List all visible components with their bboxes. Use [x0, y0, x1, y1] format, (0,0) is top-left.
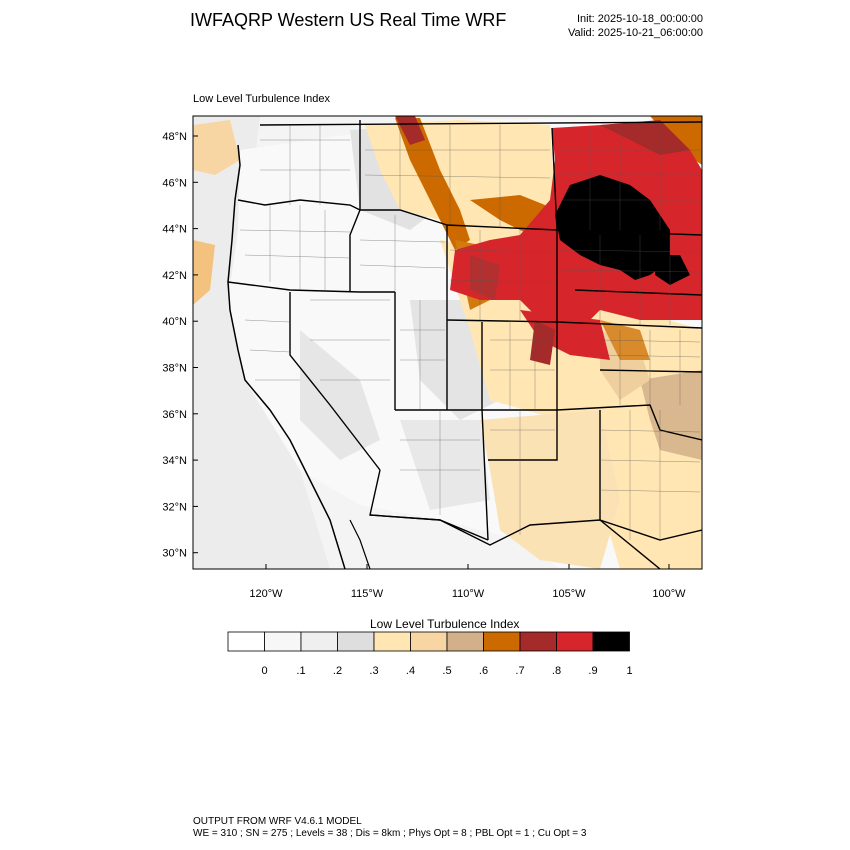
colorbar-tick-label: .7: [515, 665, 524, 677]
lat-tick-label: 42°N: [162, 270, 187, 282]
lat-tick-label: 34°N: [162, 455, 187, 467]
lon-tick-label: 110°W: [452, 588, 485, 600]
colorbar-title: Low Level Turbulence Index: [370, 617, 520, 631]
colorbar-swatch: [410, 631, 448, 652]
model-info-line2: WE = 310 ; SN = 275 ; Levels = 38 ; Dis …: [193, 828, 587, 839]
lat-tick-label: 36°N: [162, 409, 187, 421]
colorbar-tick-label: 1: [626, 665, 632, 677]
colorbar-swatch: [264, 631, 302, 652]
lon-tick-label: 105°W: [552, 588, 586, 600]
colorbar-tick-label: .4: [406, 665, 415, 677]
latitude-axis: 48°N 46°N 44°N 42°N 40°N 38°N 36°N 34°N 32°N 30°N: [162, 131, 198, 560]
colorbar-tick-label: .6: [479, 665, 488, 677]
colorbar-tick-label: .1: [296, 665, 305, 677]
colorbar: 0 .1 .2 .3 .4 .5 .6 .7 .8 .9 1: [227, 631, 633, 677]
colorbar-swatch: [300, 631, 338, 652]
lat-tick-label: 48°N: [162, 131, 187, 143]
colorbar-tick-label: .2: [333, 665, 342, 677]
colorbar-tick-label: 0: [261, 665, 267, 677]
colorbar-tick-label: .9: [588, 665, 597, 677]
map-field-label: Low Level Turbulence Index: [193, 93, 330, 105]
lon-tick-label: 100°W: [652, 588, 686, 600]
map-frame: [192, 115, 703, 570]
longitude-axis: 120°W 115°W 110°W 105°W 100°W: [249, 564, 686, 600]
colorbar-swatch: [592, 631, 630, 652]
lat-tick-label: 30°N: [162, 548, 187, 560]
lat-tick-label: 38°N: [162, 363, 187, 375]
map-plot-area: [193, 116, 702, 569]
model-info-line1: OUTPUT FROM WRF V4.6.1 MODEL: [193, 816, 362, 827]
init-time: Init: 2025-10-18_00:00:00: [577, 13, 703, 25]
colorbar-swatch: [446, 631, 484, 652]
colorbar-swatch: [556, 631, 594, 652]
colorbar-swatch: [337, 631, 375, 652]
colorbar-swatch: [519, 631, 557, 652]
lon-tick-label: 115°W: [351, 588, 384, 600]
lat-tick-label: 46°N: [162, 177, 187, 189]
colorbar-tick-label: .3: [369, 665, 378, 677]
colorbar-swatch: [227, 631, 265, 652]
colorbar-tick-label: .8: [552, 665, 561, 677]
colorbar-swatch: [483, 631, 521, 652]
valid-time: Valid: 2025-10-21_06:00:00: [568, 27, 703, 39]
colorbar-tick-label: .5: [442, 665, 451, 677]
lat-tick-label: 44°N: [162, 224, 187, 236]
lat-tick-label: 40°N: [162, 316, 187, 328]
lon-tick-label: 120°W: [249, 588, 283, 600]
colorbar-swatch: [373, 631, 411, 652]
lat-tick-label: 32°N: [162, 501, 187, 513]
page-title: IWFAQRP Western US Real Time WRF: [190, 10, 507, 30]
